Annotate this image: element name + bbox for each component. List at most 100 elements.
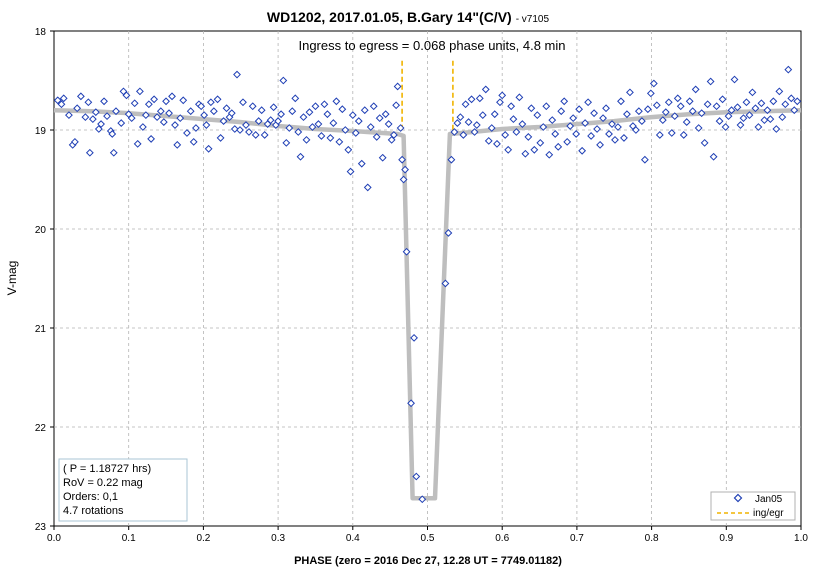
data-point: [599, 114, 607, 123]
data-point: [348, 111, 357, 120]
data-point: [742, 98, 751, 107]
data-point: [475, 94, 484, 103]
data-point: [560, 97, 569, 106]
data-point: [384, 120, 393, 128]
data-point: [640, 155, 649, 164]
data-point: [760, 116, 769, 125]
y-tick-label: 19: [35, 126, 47, 137]
data-point: [317, 132, 326, 140]
data-point: [646, 89, 655, 98]
data-point: [108, 130, 117, 138]
data-point: [769, 97, 778, 106]
data-point: [724, 112, 733, 121]
data-point: [667, 129, 676, 137]
legend-diamond-icon: [733, 493, 743, 503]
data-point: [596, 140, 604, 149]
info-period: ( P = 1.18727 hrs): [63, 463, 151, 475]
data-point: [655, 131, 664, 139]
data-point: [85, 148, 94, 157]
legend-label-ingegr: ing/egr: [753, 508, 784, 519]
data-point: [138, 123, 147, 131]
x-tick-labels: 0.0 0.1 0.2 0.3 0.4 0.5 0.6 0.7 0.8 0.9 1.0: [47, 526, 808, 544]
data-point: [447, 155, 456, 164]
info-box: ( P = 1.18727 hrs) RoV = 0.22 mag Orders…: [58, 458, 188, 522]
data-point: [563, 137, 572, 146]
data-point: [88, 115, 97, 124]
data-point: [736, 121, 745, 129]
data-point: [179, 96, 188, 105]
legend-label-points: Jan05: [755, 494, 783, 505]
data-point: [130, 99, 139, 108]
data-point: [302, 135, 311, 144]
info-rotations: 4.7 rotations: [63, 505, 124, 517]
legend: Jan05 ing/egr: [710, 491, 796, 521]
data-point: [709, 152, 718, 161]
data-point: [57, 100, 66, 109]
data-point: [144, 100, 153, 109]
data-point: [626, 88, 634, 97]
data-point: [700, 138, 709, 147]
data-point: [456, 113, 465, 122]
data-point: [335, 137, 344, 146]
data-point: [260, 131, 269, 139]
data-point: [73, 104, 82, 113]
data-point: [751, 104, 760, 113]
data-point: [557, 107, 566, 116]
x-tick-label: 0.6: [495, 533, 509, 544]
data-point: [171, 121, 179, 129]
data-point: [481, 85, 490, 94]
data-point: [372, 133, 381, 141]
data-point: [501, 131, 510, 139]
data-point: [634, 107, 643, 116]
data-point: [778, 113, 787, 122]
data-point: [296, 152, 305, 161]
data-point: [213, 95, 222, 104]
data-point: [204, 144, 213, 153]
data-point: [554, 142, 563, 151]
data-point: [461, 100, 470, 109]
y-tick-labels: 18 19 20 21 22 23: [35, 27, 54, 533]
data-point: [643, 105, 652, 114]
data-point: [775, 87, 784, 96]
data-point: [183, 129, 191, 137]
data-point: [470, 128, 479, 136]
data-point: [233, 70, 241, 79]
ingress-egress-layer: [401, 60, 454, 130]
data-point: [581, 119, 590, 127]
data-point: [790, 106, 799, 115]
data-point: [329, 119, 338, 127]
data-point: [472, 121, 481, 129]
data-point: [748, 88, 757, 97]
data-point: [299, 113, 308, 122]
data-point: [399, 175, 408, 184]
data-point: [216, 134, 225, 142]
data-point: [242, 121, 250, 129]
data-point: [84, 98, 93, 107]
x-tick-label: 0.9: [719, 533, 733, 544]
data-point: [781, 100, 790, 109]
data-point: [393, 82, 402, 91]
data-point: [490, 110, 499, 119]
data-point: [484, 136, 493, 145]
data-point: [539, 123, 548, 131]
data-point: [772, 125, 781, 133]
data-point: [478, 111, 487, 120]
data-point: [575, 105, 584, 114]
data-point: [507, 102, 516, 111]
data-point: [274, 117, 283, 125]
data-point: [637, 117, 646, 125]
data-point: [357, 159, 366, 168]
data-point: [617, 97, 625, 106]
data-point: [524, 133, 533, 141]
data-point: [314, 120, 323, 128]
data-point: [320, 100, 329, 109]
data-point: [685, 97, 694, 106]
data-point: [326, 134, 335, 142]
data-point: [590, 109, 598, 118]
data-point: [453, 119, 462, 127]
data-point: [53, 96, 62, 105]
y-tick-label: 20: [35, 225, 47, 236]
data-point: [548, 116, 557, 125]
data-point: [763, 106, 772, 115]
data-point: [467, 95, 476, 104]
